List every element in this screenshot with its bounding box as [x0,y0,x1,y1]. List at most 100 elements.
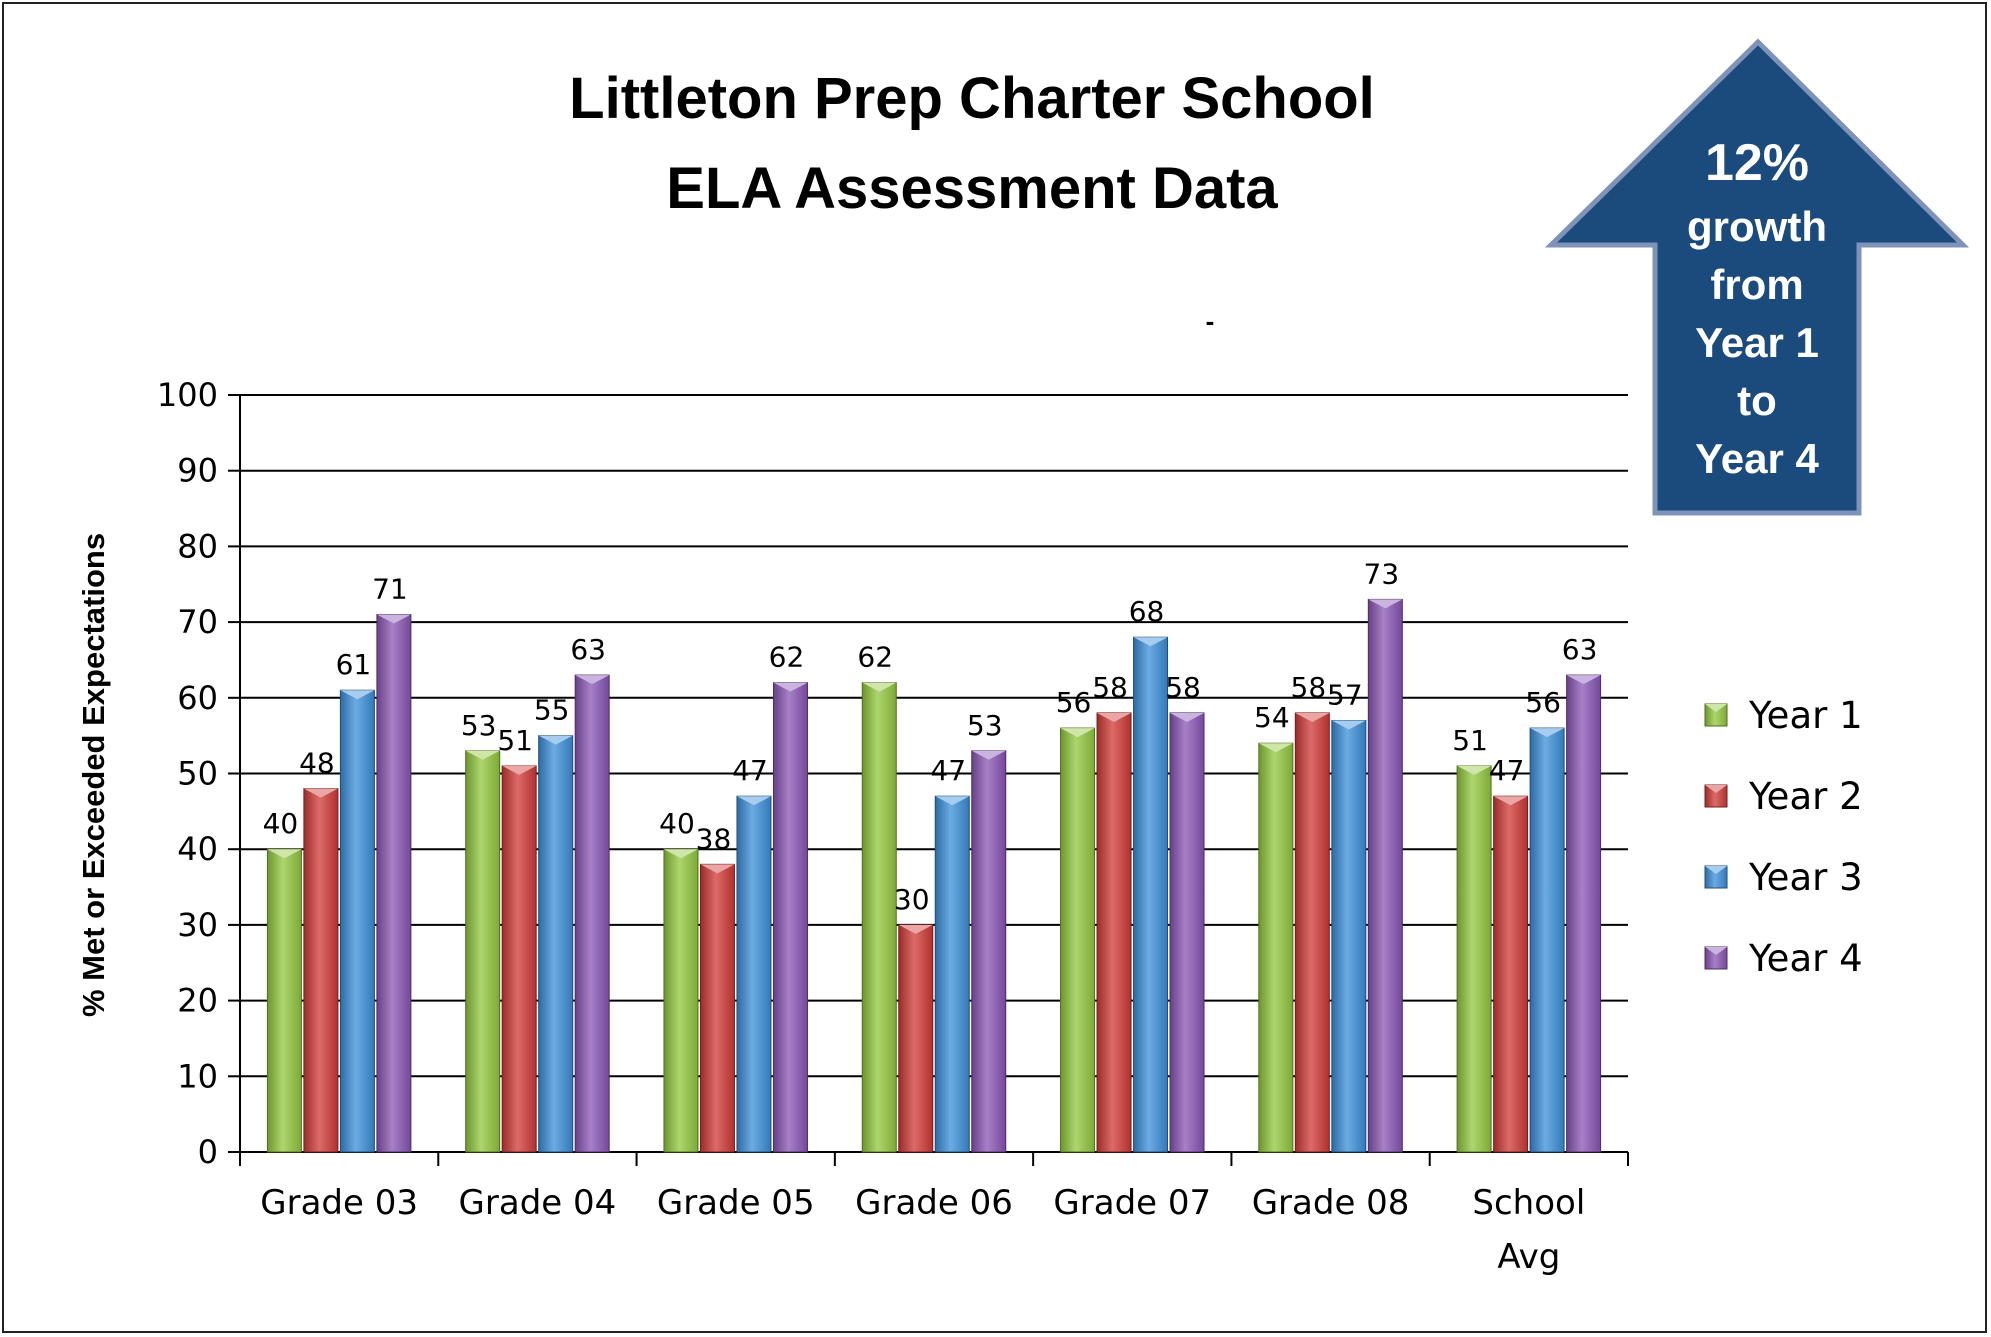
bar [1456,765,1492,1153]
y-tick-label: 30 [177,906,218,944]
bar-top [1258,743,1293,753]
data-label: 63 [1562,633,1598,666]
y-tick-label: 40 [177,830,218,868]
legend-label: Year 1 [1748,694,1863,737]
legend-label: Year 4 [1748,937,1863,980]
growth-callout: 12% growth from Year 1 to Year 4 [1544,38,1970,516]
x-tick-label: Grade 08 [1252,1183,1410,1223]
bar [898,924,934,1153]
y-axis-label: % Met or Exceeded Expectations [76,533,111,1017]
callout-line-5: to [1737,377,1777,424]
data-label: 30 [894,883,930,916]
data-label: 56 [1056,686,1092,719]
up-arrow-icon [1544,38,1970,516]
bar [1133,636,1169,1153]
bar-top [1331,720,1366,730]
bar-top [376,614,411,624]
callout-line-2: growth [1687,203,1827,250]
bars [266,598,1602,1153]
bar [971,750,1007,1153]
bar [1566,674,1602,1153]
x-tick-label: Grade 06 [855,1183,1013,1223]
x-tick-label: Grade 04 [459,1183,617,1223]
legend-swatch-top [1705,704,1727,712]
x-tick-label: School [1472,1183,1585,1223]
data-label: 58 [1291,671,1327,704]
data-labels: 40 53 40 62 56 54 51 48 51 38 30 58 58 47 61 55 47 47 68 57… [263,557,1598,916]
bar [1493,795,1529,1153]
bar-top [1060,728,1095,738]
bar-top [1097,712,1132,722]
y-tick-label: 10 [177,1057,218,1095]
bar-top [700,864,735,874]
x-tick-label: Grade 07 [1053,1183,1211,1223]
bar [501,765,537,1153]
callout-line-1: 12% [1705,134,1809,192]
bar-top [267,849,302,859]
data-label: 55 [534,694,570,727]
x-tick-label: Grade 03 [260,1183,418,1223]
data-label: 58 [1165,671,1201,704]
bar [736,795,772,1153]
bar-top [1493,796,1528,806]
bar [266,848,302,1153]
bar [1258,742,1294,1153]
data-label: 40 [659,807,695,840]
bar [465,750,501,1153]
bar [1294,712,1330,1153]
callout-line-3: from [1710,261,1803,308]
data-label: 63 [570,633,606,666]
bar [1169,712,1205,1153]
callout-line-6: Year 4 [1695,435,1819,482]
bar-top [303,788,338,798]
data-label: 38 [696,822,732,855]
y-tick-label: 80 [177,527,218,565]
data-label: 61 [336,648,372,681]
data-label: 54 [1254,701,1290,734]
legend-swatch-top [1705,947,1727,955]
bar [861,682,897,1153]
bar-top [862,682,897,692]
bar [934,795,970,1153]
data-label: 51 [497,724,533,757]
chart-title-line-1: Littleton Prep Charter School [569,66,1375,131]
data-label: 58 [1092,671,1128,704]
bar-top [502,765,537,775]
bar [1331,720,1367,1153]
y-tick-label: 0 [198,1133,218,1171]
data-label: 62 [857,641,893,674]
stray-mark: - [1206,306,1215,336]
axes: 0 10 20 30 40 50 60 70 80 90 100 Grade 03 Grade 04 Gr… [157,376,1629,1277]
data-label: 47 [930,754,966,787]
data-label: 40 [263,807,299,840]
y-tick-label: 60 [177,679,218,717]
y-tick-label: 100 [157,376,218,414]
y-tick-label: 90 [177,452,218,490]
chart-title-line-2: ELA Assessment Data [666,156,1278,221]
legend-label: Year 2 [1748,775,1863,818]
bar [1529,727,1565,1153]
data-label: 53 [461,709,497,742]
bar-top [538,735,573,745]
bar [538,735,574,1153]
bar [1096,712,1132,1153]
data-label: 47 [1489,754,1525,787]
bar-top [1566,675,1601,685]
gridlines [240,394,1628,1078]
data-label: 71 [372,573,408,606]
x-tick-label: Grade 05 [657,1183,815,1223]
bar-top [1368,599,1403,609]
y-tick-label: 50 [177,755,218,793]
bar-top [575,675,610,685]
data-label: 56 [1525,686,1561,719]
legend-label: Year 3 [1748,856,1863,899]
bar-top [340,690,375,700]
bar-top [773,682,808,692]
data-label: 47 [732,754,768,787]
bar [339,689,375,1153]
bar [699,863,735,1153]
bar [663,848,699,1153]
bar-top [663,849,698,859]
y-tick-label: 70 [177,603,218,641]
